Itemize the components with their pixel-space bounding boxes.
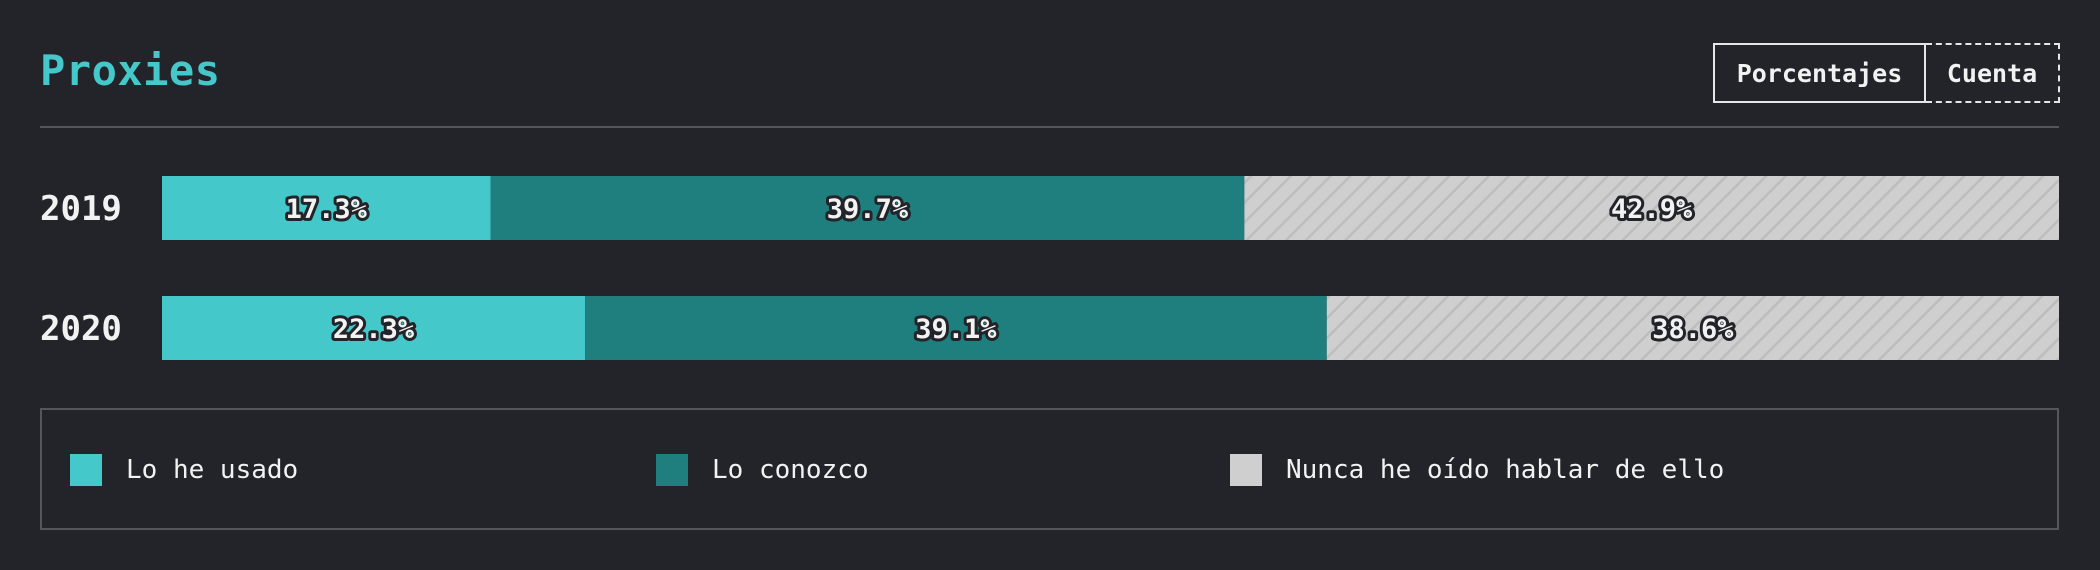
legend-item-2[interactable]: Nunca he oído hablar de ello [1230, 454, 1724, 486]
bar-segment-2020-series-2[interactable] [1326, 296, 2059, 360]
bar-segment-2019-series-2[interactable] [1244, 176, 2059, 240]
chart-title: Proxies [40, 46, 221, 95]
legend-item-0[interactable]: Lo he usado [70, 454, 298, 486]
data-label-2020-series-1: 39.1% [915, 314, 997, 345]
bar-segment-2019-series-1[interactable] [490, 176, 1245, 240]
data-label-2019-series-2: 42.9% [1611, 194, 1693, 225]
category-label-2020: 2020 [40, 309, 122, 349]
bar-segment-2020-series-0[interactable] [162, 296, 586, 360]
stacked-bar-chart: 2019 17.3% 39.7% 42.9% 2020 22.3% 39.1% 38.6% [40, 176, 2059, 360]
bar-segment-2019-series-0[interactable] [162, 176, 491, 240]
view-toggle: Porcentajes Cuenta [1713, 43, 2060, 103]
legend-label: Nunca he oído hablar de ello [1286, 455, 1725, 485]
legend-item-1[interactable]: Lo conozco [656, 454, 869, 486]
legend-swatch [1230, 454, 1262, 486]
count-toggle-button[interactable]: Cuenta [1926, 43, 2060, 103]
percentages-toggle-button[interactable]: Porcentajes [1713, 43, 1926, 103]
data-label-2020-series-2: 38.6% [1652, 314, 1734, 345]
data-label-2019-series-0: 17.3% [286, 194, 368, 225]
data-label-2020-series-0: 22.3% [333, 314, 415, 345]
legend-swatch [70, 454, 102, 486]
legend-label: Lo conozco [712, 455, 869, 485]
bar-segment-2020-series-1[interactable] [585, 296, 1327, 360]
legend-label: Lo he usado [126, 455, 299, 485]
legend-swatch [656, 454, 688, 486]
category-label-2019: 2019 [40, 189, 122, 229]
chart-legend: Lo he usado Lo conozco Nunca he oído habla… [40, 408, 2059, 530]
data-label-2019-series-1: 39.7% [827, 194, 909, 225]
header-divider [40, 126, 2059, 128]
